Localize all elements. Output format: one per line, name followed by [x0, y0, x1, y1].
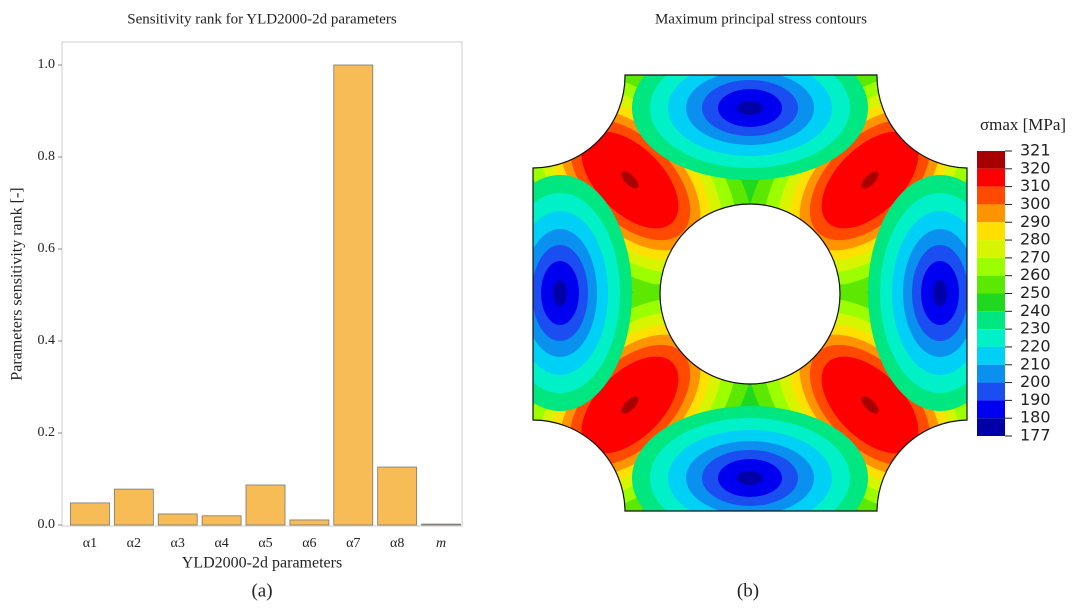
colorbar-label: 240: [1020, 301, 1051, 320]
hole: [660, 204, 840, 384]
colorbar-swatch: [977, 169, 1005, 187]
plot-frame: [62, 42, 462, 526]
y-tick-label: 0.4: [38, 333, 56, 348]
colorbar-label: 270: [1020, 247, 1051, 266]
colorbar-swatch: [977, 311, 1005, 329]
colorbar-label: 200: [1020, 372, 1051, 391]
colorbar-swatch: [977, 347, 1005, 365]
colorbar-swatch: [977, 151, 1005, 169]
x-tick-label: α1: [83, 536, 97, 551]
colorbar-label: 290: [1020, 212, 1051, 231]
colorbar-swatch: [977, 383, 1005, 401]
contour-band: [737, 471, 763, 485]
colorbar-swatch: [977, 365, 1005, 383]
x-tick-label: α8: [390, 536, 404, 551]
x-tick-label: α4: [214, 536, 228, 551]
panel-label: (b): [737, 580, 759, 601]
chart-title: Sensitivity rank for YLD2000-2d paramete…: [127, 11, 397, 27]
colorbar-label: 180: [1020, 408, 1051, 427]
colorbar-label: 260: [1020, 265, 1051, 284]
contour-band: [553, 280, 567, 306]
y-tick-label: 0.8: [38, 149, 56, 164]
chart-title: Maximum principal stress contours: [655, 11, 867, 27]
colorbar-label: 220: [1020, 336, 1051, 355]
colorbar-swatch: [977, 400, 1005, 418]
colorbar-label: 320: [1020, 158, 1051, 177]
x-tick-label: m: [436, 536, 446, 551]
colorbar-swatch: [977, 258, 1005, 276]
bar: [378, 467, 417, 525]
colorbar-swatch: [977, 187, 1005, 205]
contour-band: [737, 101, 763, 115]
colorbar-swatch: [977, 204, 1005, 222]
y-axis-label: Parameters sensitivity rank [-]: [9, 187, 26, 380]
y-tick-label: 0.2: [38, 425, 56, 440]
colorbar-label: 230: [1020, 319, 1051, 338]
x-tick-label: α2: [127, 536, 141, 551]
bar: [246, 485, 285, 525]
colorbar-label: 250: [1020, 283, 1051, 302]
bar: [70, 503, 109, 525]
bar: [158, 514, 197, 525]
colorbar-label: 310: [1020, 176, 1051, 195]
colorbar-label: 321: [1020, 141, 1051, 160]
colorbar-swatch: [977, 276, 1005, 294]
x-tick-label: α5: [258, 536, 272, 551]
bar: [334, 65, 373, 525]
colorbar-label: 280: [1020, 230, 1051, 249]
colorbar-swatch: [977, 294, 1005, 312]
x-tick-label: α3: [171, 536, 185, 551]
x-tick-label: α7: [346, 536, 360, 551]
bar: [422, 524, 461, 525]
bar: [290, 520, 329, 525]
y-tick-label: 1.0: [38, 57, 56, 72]
colorbar-swatch: [977, 240, 1005, 258]
colorbar-swatch: [977, 418, 1005, 436]
colorbar-label: 300: [1020, 194, 1051, 213]
x-tick-label: α6: [302, 536, 316, 551]
contour-band: [933, 280, 947, 306]
colorbar-label: 190: [1020, 390, 1051, 409]
legend-title: σmax [MPa]: [980, 115, 1066, 134]
colorbar-swatch: [977, 329, 1005, 347]
bar: [114, 489, 153, 525]
x-axis-label: YLD2000-2d parameters: [182, 555, 342, 572]
colorbar-label: 210: [1020, 354, 1051, 373]
colorbar-label: 177: [1020, 426, 1051, 445]
panel-label: (a): [251, 580, 272, 601]
colorbar-swatch: [977, 222, 1005, 240]
bar: [202, 516, 241, 525]
y-tick-label: 0.0: [38, 517, 56, 532]
y-tick-label: 0.6: [38, 241, 56, 256]
figure: Sensitivity rank for YLD2000-2d paramete…: [0, 0, 1073, 608]
